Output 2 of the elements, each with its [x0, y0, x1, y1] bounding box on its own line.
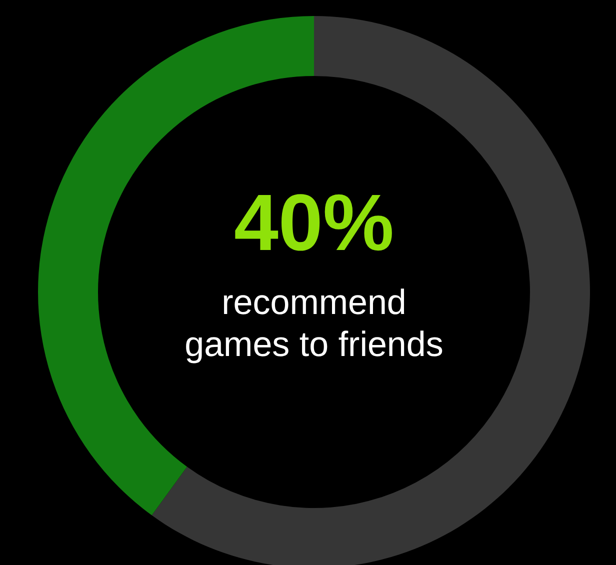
- text: recommend games to friends: [184, 283, 444, 364]
- data-label: 40%: [234, 178, 394, 267]
